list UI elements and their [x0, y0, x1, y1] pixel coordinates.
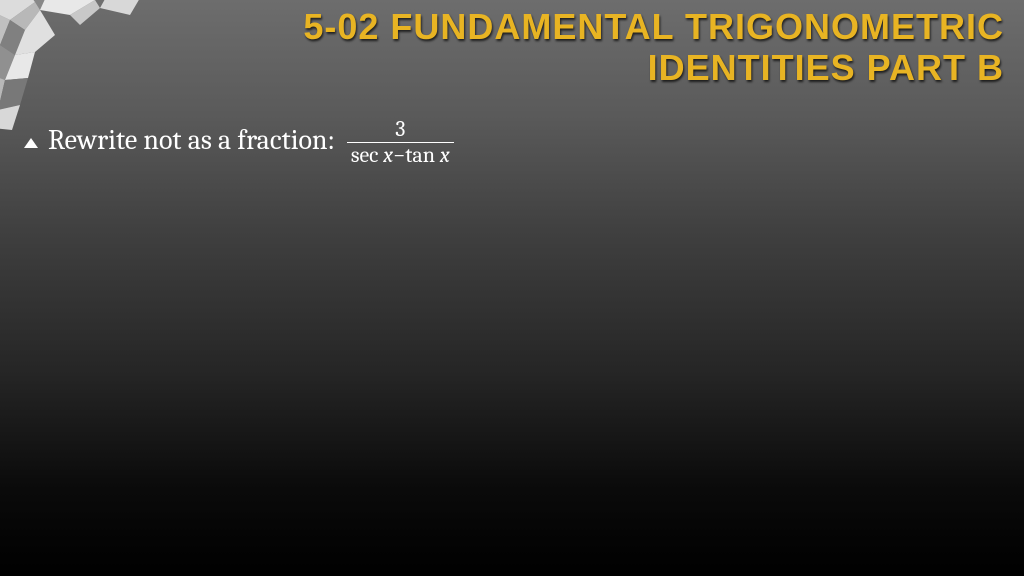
- bullet-triangle-icon: [24, 138, 38, 148]
- fraction-numerator: 3: [391, 118, 409, 142]
- bullet-lead-text: Rewrite not as a fraction:: [48, 124, 341, 156]
- fraction: 3 sec x−tan x: [347, 118, 454, 167]
- title-line-1: 5-02 Fundamental Trigonometric: [303, 6, 1004, 47]
- bullet-item: Rewrite not as a fraction: 3 sec x−tan x: [24, 118, 454, 167]
- slide-title: 5-02 Fundamental Trigonometric Identitie…: [170, 6, 1004, 89]
- title-line-2: Identities Part B: [648, 47, 1004, 88]
- bullet-text: Rewrite not as a fraction: 3 sec x−tan x: [48, 118, 454, 167]
- fraction-denominator: sec x−tan x: [347, 142, 454, 167]
